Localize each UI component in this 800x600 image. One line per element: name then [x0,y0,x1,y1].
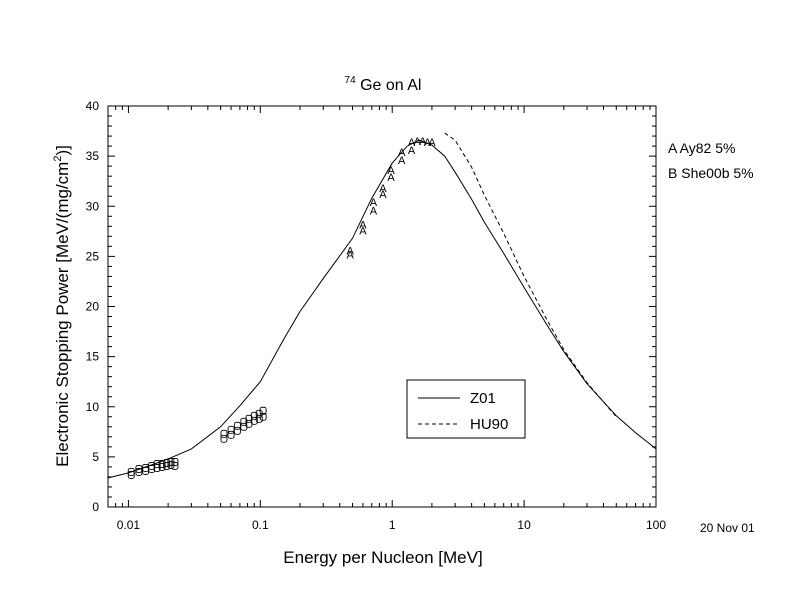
y-tick-label: 40 [86,99,100,113]
data-point-a: A [408,145,416,157]
legend-box [406,379,526,439]
series-line-z01 [107,139,657,479]
series-layer [107,132,657,479]
y-tick-label: 15 [86,350,100,364]
data-point-b [127,467,135,476]
data-point-a: A [359,225,367,237]
x-tick-label: 1 [389,518,396,532]
data-point-b [233,426,241,435]
legend-label-z01: Z01 [470,390,496,407]
data-point-b [259,406,267,415]
data-point-b [171,461,179,470]
data-point-b [255,414,263,423]
dataset-b-label: B She00b 5% [668,165,754,181]
data-point-b [153,463,161,472]
y-tick-label: 30 [86,199,100,213]
data-point-b [135,464,143,473]
chart-title-superscript: 74 [345,75,357,86]
data-point-a: A [424,137,432,149]
y-axis-title: Electronic Stopping Power [MeV/(mg/cm2)] [52,145,72,467]
data-point-a: A [428,137,436,149]
data-point-a: A [408,137,416,149]
data-point-b [227,425,235,434]
data-point-b [220,434,228,443]
data-point-b [148,461,156,470]
y-tick-label: 25 [86,249,100,263]
data-point-a: A [379,189,387,201]
data-point-a: A [359,219,367,231]
x-tick-label: 10 [517,518,531,532]
y-axis-title-superscript: 2 [52,156,64,162]
x-tick-label: 100 [646,518,666,532]
x-tick-label: 0.01 [117,518,141,532]
x-axis: 0.01 0.1 1 10 100 [107,106,666,532]
y-tick-label: 20 [86,300,100,314]
data-point-b [167,457,175,466]
data-point-a: A [414,136,422,148]
data-point-a: A [347,245,355,257]
data-point-a: A [398,155,406,167]
data-point-b [259,412,267,421]
data-point-b [158,459,166,468]
y-tick-label: 35 [86,149,100,163]
data-point-a: A [387,165,395,177]
y-axis-title-main: Electronic Stopping Power [MeV/(mg/cm [53,162,72,467]
y-tick-label: 0 [92,500,99,514]
data-point-b [171,457,179,466]
data-point-b [163,458,171,467]
x-axis-title: Energy per Nucleon [MeV] [283,548,482,567]
data-point-b [227,430,235,439]
y-axis-title-end: )] [53,145,72,155]
legend: Z01 HU90 [406,379,526,439]
chart-title-main: Ge on Al [360,77,421,94]
data-point-b [233,421,241,430]
series-line-hu90 [444,132,617,418]
data-point-a: A [398,147,406,159]
data-point-a: A [347,249,355,261]
data-point-a: A [370,197,378,209]
data-point-a: A [419,136,427,148]
data-point-a: A [379,183,387,195]
data-point-a: A [387,172,395,184]
y-axis: 0 5 10 15 20 25 30 35 40 [86,99,656,514]
y-tick-label: 5 [92,450,99,464]
data-point-a: A [370,205,378,217]
data-point-b [220,429,228,438]
date-label: 20 Nov 01 [700,521,755,535]
x-tick-label: 0.1 [252,518,269,532]
dataset-a-label: A Ay82 5% [668,140,735,156]
y-tick-label: 10 [86,400,100,414]
chart-title: 74 Ge on Al [345,70,422,94]
legend-label-hu90: HU90 [470,416,508,433]
data-point-b [250,416,258,425]
plot-frame [107,105,657,508]
data-point-b [255,409,263,418]
